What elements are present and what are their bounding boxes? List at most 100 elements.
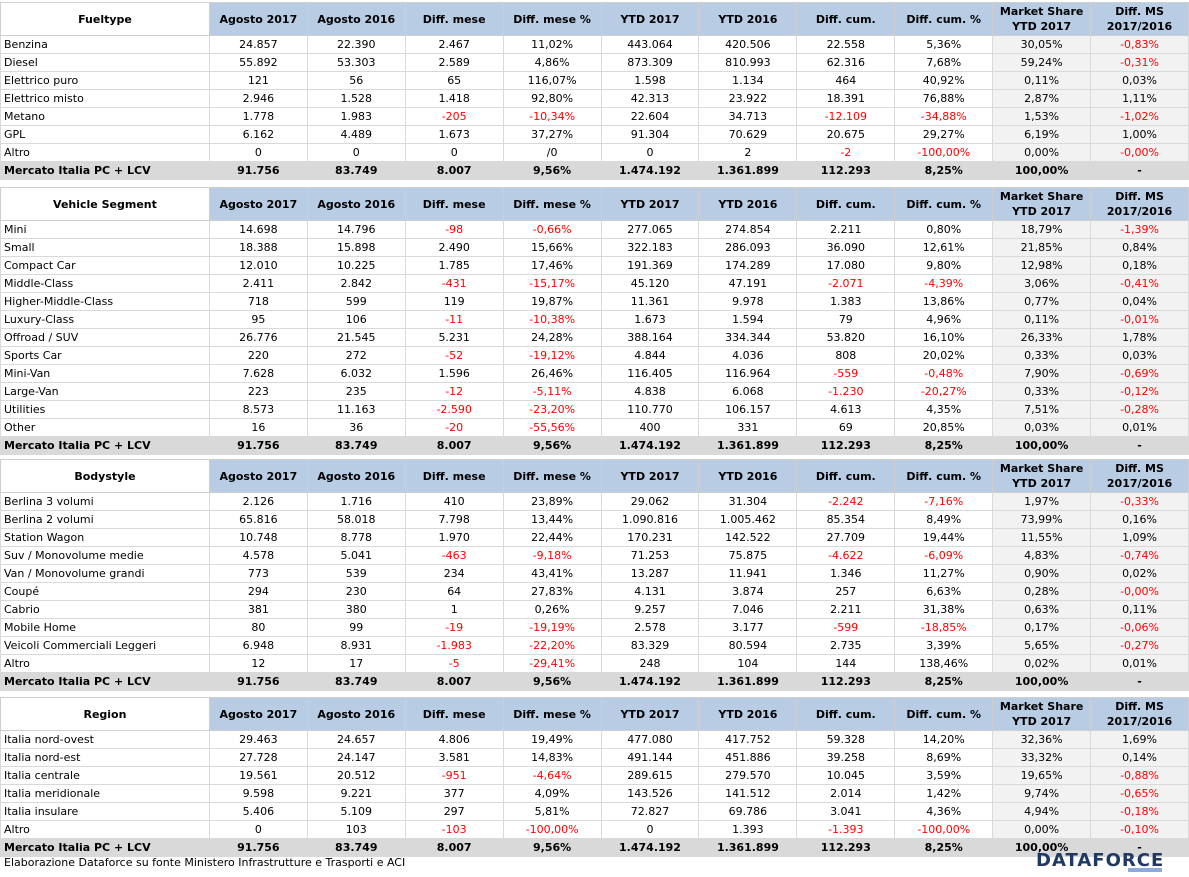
cell-value: 4,94% bbox=[992, 802, 1092, 821]
column-header: Diff. mese bbox=[404, 187, 504, 221]
row-label: Higher-Middle-Class bbox=[0, 292, 210, 311]
cell-value: 417.752 bbox=[698, 730, 798, 749]
cell-value: 0,80% bbox=[894, 220, 994, 239]
cell-value: 5.041 bbox=[306, 546, 406, 565]
cell-value: 5,65% bbox=[992, 636, 1092, 655]
row-label: Coupé bbox=[0, 582, 210, 601]
column-header: Market Share YTD 2017 bbox=[992, 2, 1092, 36]
cell-value: 11,55% bbox=[992, 528, 1092, 547]
cell-value: 1.474.192 bbox=[600, 161, 700, 180]
cell-value: -0,83% bbox=[1090, 35, 1189, 54]
table-row: Berlina 3 volumi 2.126 1.716 410 23,89% 29.06… bbox=[0, 492, 1189, 511]
cell-value: 6.948 bbox=[208, 636, 308, 655]
cell-value: 10.045 bbox=[796, 766, 896, 785]
cell-value: 19,49% bbox=[502, 730, 602, 749]
cell-value: -10,38% bbox=[502, 310, 602, 329]
cell-value: 7.628 bbox=[208, 364, 308, 383]
row-label: Mercato Italia PC + LCV bbox=[0, 436, 210, 455]
cell-value: -20,27% bbox=[894, 382, 994, 401]
cell-value: 191.369 bbox=[600, 256, 700, 275]
cell-value: 274.854 bbox=[698, 220, 798, 239]
cell-value: 477.080 bbox=[600, 730, 700, 749]
cell-value: -34,88% bbox=[894, 107, 994, 126]
cell-value: 12,98% bbox=[992, 256, 1092, 275]
cell-value: 0 bbox=[208, 820, 308, 839]
table-row: Van / Monovolume grandi 773 539 234 43,41% 13… bbox=[0, 564, 1189, 583]
cell-value: 8,25% bbox=[894, 672, 994, 691]
table-row: Coupé 294 230 64 27,83% 4.131 3.874 257 6,63% 0,2… bbox=[0, 582, 1189, 601]
cell-value: 53.820 bbox=[796, 328, 896, 347]
cell-value: 110.770 bbox=[600, 400, 700, 419]
cell-value: 1.361.899 bbox=[698, 161, 798, 180]
cell-value: 18,79% bbox=[992, 220, 1092, 239]
cell-value: 235 bbox=[306, 382, 406, 401]
cell-value: 21,85% bbox=[992, 238, 1092, 257]
table-row: Sports Car 220 272 -52 -19,12% 4.844 4.036 808 2… bbox=[0, 346, 1189, 365]
column-header: Diff. MS 2017/2016 bbox=[1090, 187, 1189, 221]
cell-value: 138,46% bbox=[894, 654, 994, 673]
cell-value: 20,02% bbox=[894, 346, 994, 365]
column-header: Market Share YTD 2017 bbox=[992, 697, 1092, 731]
cell-value: 4,83% bbox=[992, 546, 1092, 565]
cell-value: -12.109 bbox=[796, 107, 896, 126]
row-label: Other bbox=[0, 418, 210, 437]
cell-value: 6.032 bbox=[306, 364, 406, 383]
cell-value: 24.147 bbox=[306, 748, 406, 767]
cell-value: 14,20% bbox=[894, 730, 994, 749]
cell-value: 100,00% bbox=[992, 672, 1092, 691]
column-header: Market Share YTD 2017 bbox=[992, 459, 1092, 493]
column-header: Agosto 2017 bbox=[208, 2, 308, 36]
cell-value: 381 bbox=[208, 600, 308, 619]
cell-value: 174.289 bbox=[698, 256, 798, 275]
cell-value: 112.293 bbox=[796, 161, 896, 180]
table-row: Altro 0 0 0/0 0 2 -2 -100,00% 0,00% -0,00% bbox=[0, 143, 1189, 162]
cell-value: 91.756 bbox=[208, 838, 308, 857]
cell-value: -0,00% bbox=[1090, 582, 1189, 601]
cell-value: 2.842 bbox=[306, 274, 406, 293]
cell-value: -2.590 bbox=[404, 400, 504, 419]
cell-value: 23,89% bbox=[502, 492, 602, 511]
cell-value: 294 bbox=[208, 582, 308, 601]
cell-value: 39.258 bbox=[796, 748, 896, 767]
cell-value: 4,09% bbox=[502, 784, 602, 803]
row-label: Altro bbox=[0, 654, 210, 673]
cell-value: 5,36% bbox=[894, 35, 994, 54]
table-row: Italia centrale 19.561 20.512 -951 -4,64% 289… bbox=[0, 766, 1189, 785]
cell-value: 277.065 bbox=[600, 220, 700, 239]
cell-value: 1.970 bbox=[404, 528, 504, 547]
table-row: Higher-Middle-Class 718 599 119 19,87% 11.361… bbox=[0, 292, 1189, 311]
cell-value: -0,33% bbox=[1090, 492, 1189, 511]
cell-value: 121 bbox=[208, 71, 308, 90]
cell-value: -100,00% bbox=[502, 820, 602, 839]
cell-value: 22.558 bbox=[796, 35, 896, 54]
cell-value: 58.018 bbox=[306, 510, 406, 529]
cell-value: 3.041 bbox=[796, 802, 896, 821]
cell-value: 0,16% bbox=[1090, 510, 1189, 529]
cell-value: 0,11% bbox=[992, 310, 1092, 329]
cell-value: 1.596 bbox=[404, 364, 504, 383]
cell-value: 22.390 bbox=[306, 35, 406, 54]
cell-value: 106 bbox=[306, 310, 406, 329]
cell-value: 718 bbox=[208, 292, 308, 311]
cell-value: 37,27% bbox=[502, 125, 602, 144]
cell-value: 75.875 bbox=[698, 546, 798, 565]
cell-value: -0,69% bbox=[1090, 364, 1189, 383]
cell-value: 0,02% bbox=[992, 654, 1092, 673]
cell-value: 7,51% bbox=[992, 400, 1092, 419]
cell-value: 1.528 bbox=[306, 89, 406, 108]
cell-value: 65 bbox=[404, 71, 504, 90]
cell-value: 4.613 bbox=[796, 400, 896, 419]
cell-value: 15,66% bbox=[502, 238, 602, 257]
cell-value: -1.230 bbox=[796, 382, 896, 401]
row-label: Sports Car bbox=[0, 346, 210, 365]
cell-value: 18.388 bbox=[208, 238, 308, 257]
column-header: Diff. cum. bbox=[796, 187, 896, 221]
cell-value: - bbox=[1090, 436, 1189, 455]
cell-value: 1.361.899 bbox=[698, 436, 798, 455]
cell-value: 36.090 bbox=[796, 238, 896, 257]
cell-value: 1.598 bbox=[600, 71, 700, 90]
row-label: Utilities bbox=[0, 400, 210, 419]
cell-value: -0,41% bbox=[1090, 274, 1189, 293]
cell-value: 3.177 bbox=[698, 618, 798, 637]
cell-value: 21.545 bbox=[306, 328, 406, 347]
